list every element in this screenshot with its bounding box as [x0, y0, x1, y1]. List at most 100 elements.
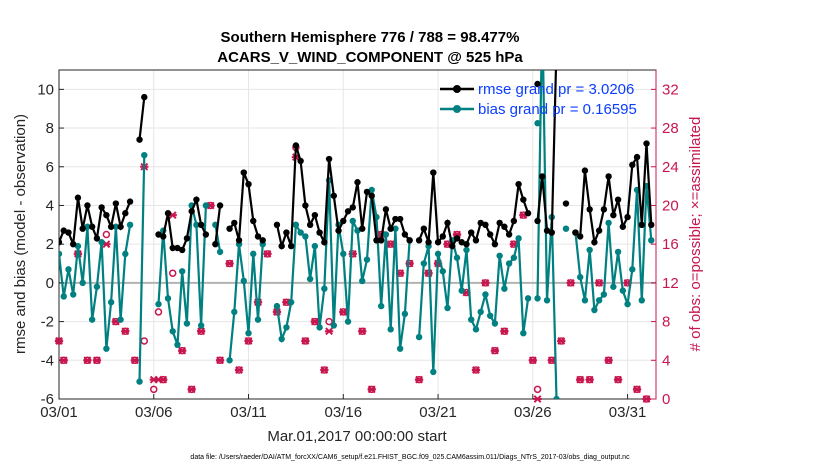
- chart-subtitle: ACARS_V_WIND_COMPONENT @ 525 hPa: [217, 49, 523, 66]
- rmse-marker: [392, 215, 399, 223]
- bias-marker: [396, 345, 404, 352]
- rmse-marker: [449, 242, 456, 250]
- y-axis-label: rmse and bias (model - observation): [12, 114, 29, 354]
- bias-marker: [174, 341, 181, 349]
- obs-assimilated-marker: [358, 327, 367, 336]
- bias-marker: [141, 151, 148, 159]
- bias-marker: [363, 256, 371, 263]
- rmse-offscale-marker: [534, 80, 541, 88]
- bias-marker: [472, 326, 480, 333]
- bias-marker: [344, 318, 352, 325]
- rmse-marker: [382, 206, 390, 213]
- bias-marker: [520, 330, 527, 337]
- x-tick-label: 03/16: [325, 404, 363, 421]
- bias-marker: [501, 285, 508, 292]
- rmse-marker: [572, 229, 579, 236]
- bias-marker: [524, 295, 532, 302]
- rmse-marker: [501, 223, 508, 230]
- rmse-marker: [505, 231, 513, 238]
- bias-marker: [629, 266, 636, 273]
- bias-marker: [164, 295, 172, 302]
- bias-marker: [240, 277, 247, 285]
- rmse-marker: [344, 208, 352, 215]
- rmse-marker: [648, 221, 655, 229]
- rmse-marker: [122, 210, 129, 217]
- x-tick-label: 03/31: [609, 404, 647, 421]
- bias-marker: [245, 330, 252, 337]
- rmse-line: [59, 197, 132, 245]
- y-tick-label: -2: [41, 314, 54, 331]
- obs-possible-marker: [150, 385, 158, 394]
- rmse-marker: [401, 231, 409, 238]
- bias-marker: [377, 302, 385, 310]
- bias-marker: [610, 283, 617, 290]
- obs-assimilated-marker: [613, 375, 623, 384]
- obs-assimilated-marker: [215, 356, 225, 365]
- y-tick-label: 0: [46, 275, 54, 292]
- chart-title: Southern Hemisphere 776 / 788 = 98.477%: [221, 29, 520, 46]
- y-tick-label: -4: [41, 352, 54, 369]
- rmse-marker: [297, 157, 304, 165]
- obs-assimilated-marker: [386, 240, 395, 249]
- bias-marker: [619, 287, 627, 294]
- obs-assimilated-marker: [54, 337, 64, 345]
- rmse-marker: [74, 194, 82, 201]
- bias-marker: [136, 378, 143, 385]
- bias-marker: [311, 242, 319, 250]
- rmse-marker: [136, 136, 143, 143]
- bias-marker: [463, 246, 470, 254]
- obs-assimilated-marker: [481, 278, 490, 287]
- bias-marker: [505, 260, 513, 267]
- rmse-marker: [231, 219, 238, 227]
- rmse-marker: [576, 233, 584, 240]
- bias-marker: [103, 345, 110, 352]
- rmse-marker: [273, 221, 281, 229]
- rmse-marker: [70, 240, 77, 248]
- rmse-marker: [245, 180, 252, 188]
- bias-marker: [387, 326, 394, 333]
- rmse-marker: [79, 225, 86, 232]
- y-right-tick-label: 28: [662, 120, 679, 137]
- bias-marker: [107, 299, 115, 306]
- rmse-marker: [283, 229, 290, 236]
- rmse-marker: [420, 225, 428, 232]
- bias-marker: [359, 277, 366, 285]
- rmse-marker: [595, 227, 603, 234]
- rmse-marker: [434, 239, 442, 246]
- bias-marker: [283, 324, 290, 331]
- obs-possible-marker: [168, 269, 177, 277]
- y-right-tick-label: 4: [662, 352, 670, 369]
- obs-assimilated-marker: [576, 375, 585, 384]
- rmse-marker: [368, 192, 375, 199]
- rmse-marker: [363, 188, 371, 196]
- rmse-marker: [141, 93, 148, 101]
- rmse-marker: [515, 180, 522, 188]
- x-tick-label: 03/26: [514, 404, 552, 421]
- rmse-marker: [325, 155, 333, 163]
- bias-marker: [458, 287, 465, 294]
- rmse-marker: [406, 237, 413, 244]
- rmse-marker: [93, 235, 101, 242]
- rmse-marker: [340, 217, 347, 225]
- bias-marker: [401, 310, 409, 318]
- rmse-marker: [619, 223, 627, 230]
- bias-marker: [382, 231, 390, 238]
- obs-assimilated-marker: [234, 366, 244, 374]
- obs-assimilated-marker: [414, 375, 424, 384]
- rmse-marker: [373, 237, 380, 244]
- y-tick-label: 2: [46, 236, 54, 253]
- bias-marker: [278, 335, 285, 343]
- bias-marker: [614, 248, 622, 256]
- bias-marker: [543, 297, 551, 304]
- bias-marker: [477, 308, 484, 316]
- obs-possible-marker: [533, 385, 542, 394]
- bias-marker: [306, 275, 314, 283]
- rmse-marker: [430, 169, 437, 176]
- obs-possible-marker: [154, 308, 163, 316]
- rmse-marker: [624, 213, 631, 221]
- bias-marker: [340, 250, 347, 258]
- rmse-marker: [539, 173, 546, 180]
- obs-assimilated-marker: [301, 337, 310, 345]
- rmse-marker: [472, 237, 480, 244]
- rmse-marker: [178, 246, 186, 254]
